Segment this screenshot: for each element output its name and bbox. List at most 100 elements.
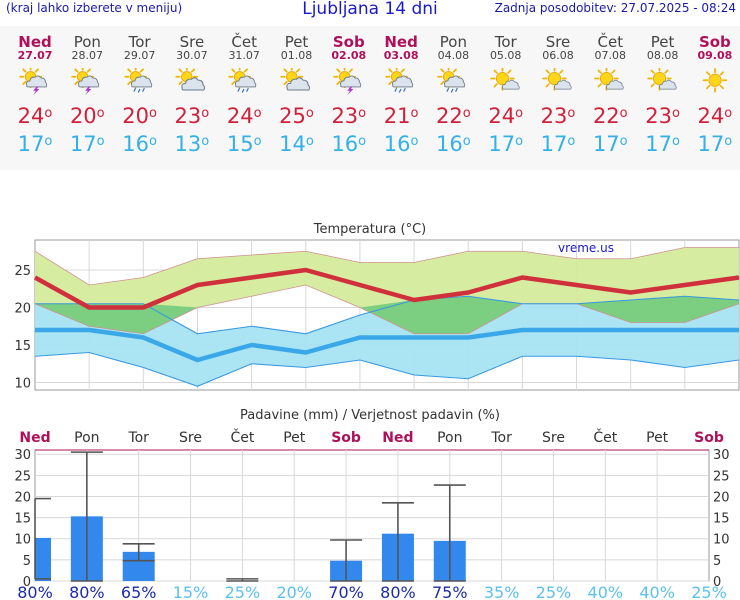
y-tick-label: 15: [14, 339, 31, 354]
sun-cloud-rain-icon: [228, 68, 257, 93]
max-upper-line: [34, 247, 739, 286]
x-day-label: Čet: [593, 428, 617, 446]
min-temp: 17o: [645, 132, 680, 156]
sun-cloud-rain-icon: [437, 68, 466, 93]
min-temp-range-band: [35, 296, 739, 387]
min-temp: 15o: [226, 132, 262, 156]
max-temp: 22o: [592, 104, 628, 128]
x-day-label: Sre: [542, 430, 565, 446]
x-day-label: Pon: [74, 430, 99, 446]
min-temp-line: [35, 327, 739, 363]
precip-probability-label: 35%: [484, 583, 520, 600]
min-temp: 17o: [488, 132, 524, 156]
y-tick-label-left: 0: [23, 575, 31, 590]
header: (kraj lahko izberete v meniju) Ljubljana…: [0, 0, 740, 22]
sun-cloud-thunder-icon: [333, 68, 362, 96]
y-tick-label-left: 25: [14, 469, 31, 484]
day-column: Pet 08.08 23o 17o: [637, 26, 689, 156]
day-name: Pet: [650, 33, 675, 51]
max-temp: 25o: [279, 104, 314, 128]
temperature-chart-title: Temperatura (°C): [313, 222, 426, 237]
max-temp: 24o: [697, 104, 733, 128]
day-name: Ned: [18, 33, 52, 51]
precip-probability-label: 65%: [121, 583, 157, 600]
day-date: 08.08: [646, 49, 679, 62]
day-column: Pet 01.08 25o 14o: [271, 26, 323, 156]
y-tick-label-right: 15: [713, 512, 730, 527]
precip-probability-label: 80%: [69, 583, 105, 600]
sun-cloud-thunder-icon: [19, 68, 48, 96]
day-date: 07.08: [594, 49, 627, 62]
sun-small-cloud-icon: [542, 68, 572, 91]
sun-cloud-rain-icon: [123, 68, 152, 93]
day-date: 04.08: [437, 49, 470, 62]
sun-icon: [702, 68, 728, 93]
day-column: Ned 03.08 21o 16o: [375, 26, 427, 156]
day-column: Tor 05.08 24o 17o: [480, 26, 532, 156]
y-tick-label-left: 30: [14, 448, 31, 463]
min-temp: 16o: [383, 132, 419, 156]
x-day-label: Ned: [382, 430, 413, 446]
max-temp: 22o: [436, 104, 471, 128]
day-date: 03.08: [383, 49, 419, 62]
day-date: 09.08: [697, 49, 733, 62]
brand-label: vreme.us: [558, 241, 614, 255]
y-tick-label: 10: [14, 377, 31, 392]
day-date: 06.08: [542, 49, 574, 62]
y-tick-label-left: 15: [14, 512, 31, 527]
day-column: Pon 28.07 20o 17o: [61, 26, 113, 156]
max-lower-line: [34, 284, 740, 335]
day-column: Čet 31.07 24o 15o: [218, 26, 270, 156]
sun-cloud-rain-icon: [385, 68, 414, 93]
x-day-label: Tor: [127, 430, 149, 446]
x-day-label: Pet: [646, 430, 669, 446]
day-date: 27.07: [17, 49, 53, 62]
day-date: 02.08: [331, 49, 367, 62]
min-temp: 16o: [331, 132, 367, 156]
day-name: Ned: [384, 33, 418, 51]
day-column: Sre 06.08 23o 17o: [532, 26, 584, 156]
day-name: Sre: [179, 33, 205, 51]
min-temp: 17o: [17, 132, 53, 156]
daily-forecast-strip: Ned 27.07 24o 17o Pon 28.07 20o 17o Tor 29.07 20o 1…: [0, 26, 740, 170]
max-temp: 24o: [226, 104, 262, 128]
x-day-label: Sob: [694, 430, 724, 446]
precip-probability-label: 20%: [276, 583, 312, 600]
max-temp: 21o: [383, 104, 419, 128]
day-date: 28.07: [71, 49, 104, 62]
day-column: Tor 29.07 20o 16o: [114, 26, 166, 156]
min-temp: 13o: [174, 132, 210, 156]
day-name: Sre: [545, 33, 571, 51]
day-column: Sob 09.08 24o 17o: [689, 26, 740, 156]
x-day-label: Tor: [490, 430, 512, 446]
min-lower-line: [34, 351, 740, 387]
x-day-label: Ned: [19, 430, 50, 446]
y-tick-label-right: 10: [713, 533, 730, 548]
day-name: Tor: [128, 33, 151, 51]
precipitation-chart: Padavine (mm) / Verjetnost padavin (%) Ne…: [14, 408, 730, 600]
day-name: Pon: [73, 33, 101, 51]
y-tick-label: 20: [14, 302, 31, 317]
overlap-band: [35, 285, 739, 334]
max-temp: 23o: [645, 104, 680, 128]
sun-small-cloud-icon: [646, 68, 677, 91]
precip-probability-label: 40%: [639, 583, 675, 600]
max-temp: 23o: [331, 104, 367, 128]
min-temp: 17o: [697, 132, 733, 156]
location-menu-hint[interactable]: (kraj lahko izberete v meniju): [6, 1, 183, 15]
day-name: Sob: [332, 33, 365, 51]
y-tick-label-right: 0: [713, 575, 721, 590]
sun-cloud-thunder-icon: [71, 68, 100, 96]
day-column: Pon 04.08 22o 16o: [427, 26, 479, 156]
day-date: 30.07: [176, 49, 208, 62]
max-temp-line: [33, 267, 740, 310]
y-tick-label-right: 30: [713, 448, 730, 463]
x-day-label: Sre: [179, 430, 202, 446]
precipitation-chart-title: Padavine (mm) / Verjetnost padavin (%): [240, 408, 500, 423]
day-column: Sre 30.07 23o 13o: [166, 26, 218, 156]
y-tick-label-right: 5: [713, 554, 721, 569]
y-tick-label-right: 25: [713, 469, 730, 484]
temperature-chart: Temperatura (°C) 10 15 20 25 vreme.us: [14, 222, 740, 392]
precip-bar: [35, 537, 51, 581]
precip-probability-label: 25%: [225, 583, 261, 600]
